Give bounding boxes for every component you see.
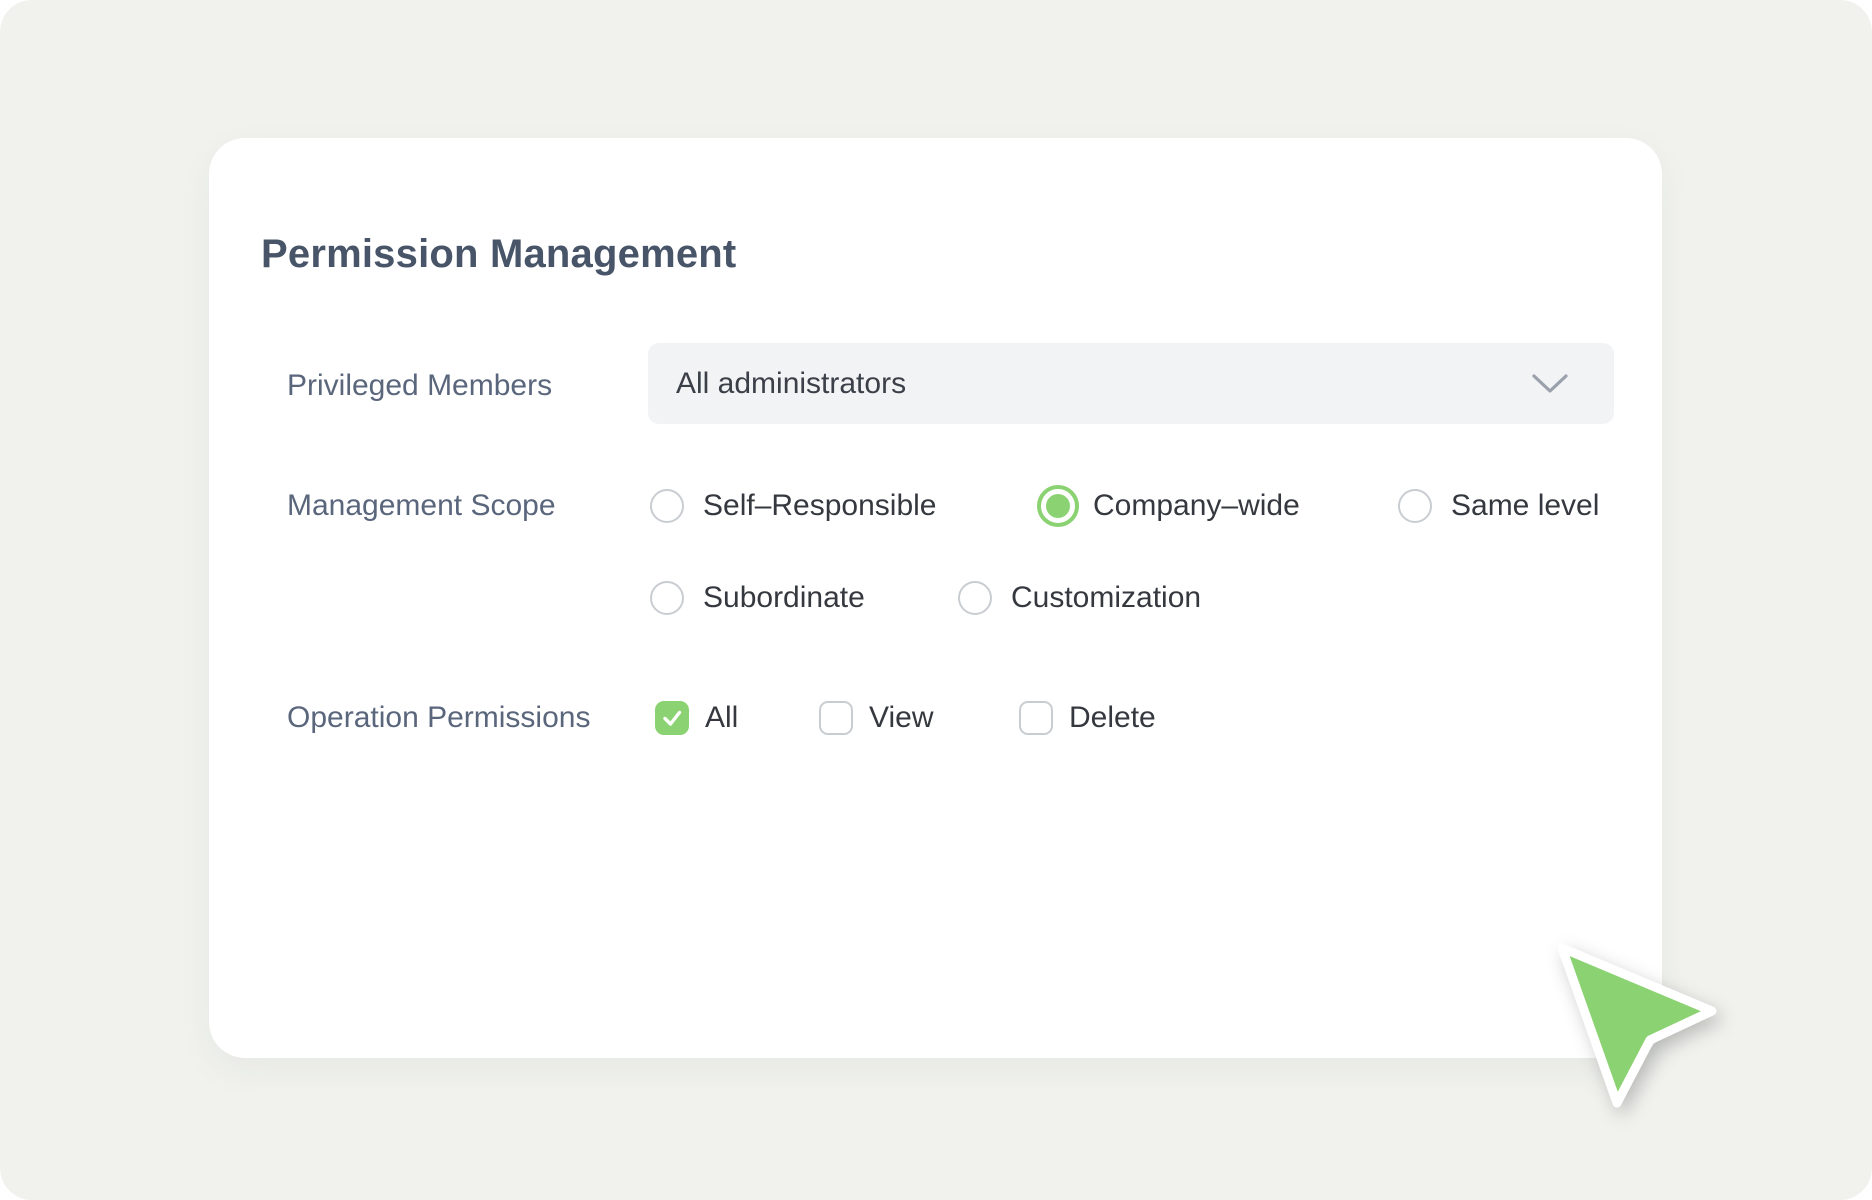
privileged-members-value: All administrators xyxy=(676,366,907,400)
checkbox-option-view[interactable]: View xyxy=(819,701,933,735)
radio-option-label: Subordinate xyxy=(703,581,865,614)
checkbox-option-label: View xyxy=(869,701,934,734)
radio-unselected-icon xyxy=(1398,489,1432,523)
radio-option-subordinate[interactable]: Subordinate xyxy=(650,581,865,615)
radio-option-customization[interactable]: Customization xyxy=(958,581,1201,615)
checkbox-option-label: Delete xyxy=(1069,701,1156,734)
privileged-members-dropdown[interactable]: All administrators xyxy=(648,343,1614,424)
permission-management-panel: Permission Management Privileged Members… xyxy=(209,138,1662,1058)
checkbox-option-delete[interactable]: Delete xyxy=(1019,701,1156,735)
radio-option-same-level[interactable]: Same level xyxy=(1398,489,1599,523)
checkbox-option-all[interactable]: All xyxy=(655,701,738,735)
radio-unselected-icon xyxy=(650,489,684,523)
radio-selected-icon xyxy=(1037,485,1079,527)
checkbox-unchecked-icon xyxy=(819,701,853,735)
chevron-down-icon xyxy=(1532,373,1568,394)
checkbox-unchecked-icon xyxy=(1019,701,1053,735)
radio-option-self-responsible[interactable]: Self–Responsible xyxy=(650,489,936,523)
page-title: Permission Management xyxy=(261,232,737,276)
radio-option-label: Company–wide xyxy=(1093,489,1300,522)
operation-permissions-label: Operation Permissions xyxy=(287,701,591,734)
radio-option-label: Self–Responsible xyxy=(703,489,937,522)
checkbox-option-label: All xyxy=(705,701,739,734)
radio-option-label: Customization xyxy=(1011,581,1202,614)
radio-unselected-icon xyxy=(958,581,992,615)
radio-option-label: Same level xyxy=(1451,489,1600,522)
radio-unselected-icon xyxy=(650,581,684,615)
checkbox-checked-icon xyxy=(655,701,689,735)
privileged-members-label: Privileged Members xyxy=(287,369,553,402)
management-scope-label: Management Scope xyxy=(287,489,556,522)
radio-option-company-wide[interactable]: Company–wide xyxy=(1037,485,1300,527)
